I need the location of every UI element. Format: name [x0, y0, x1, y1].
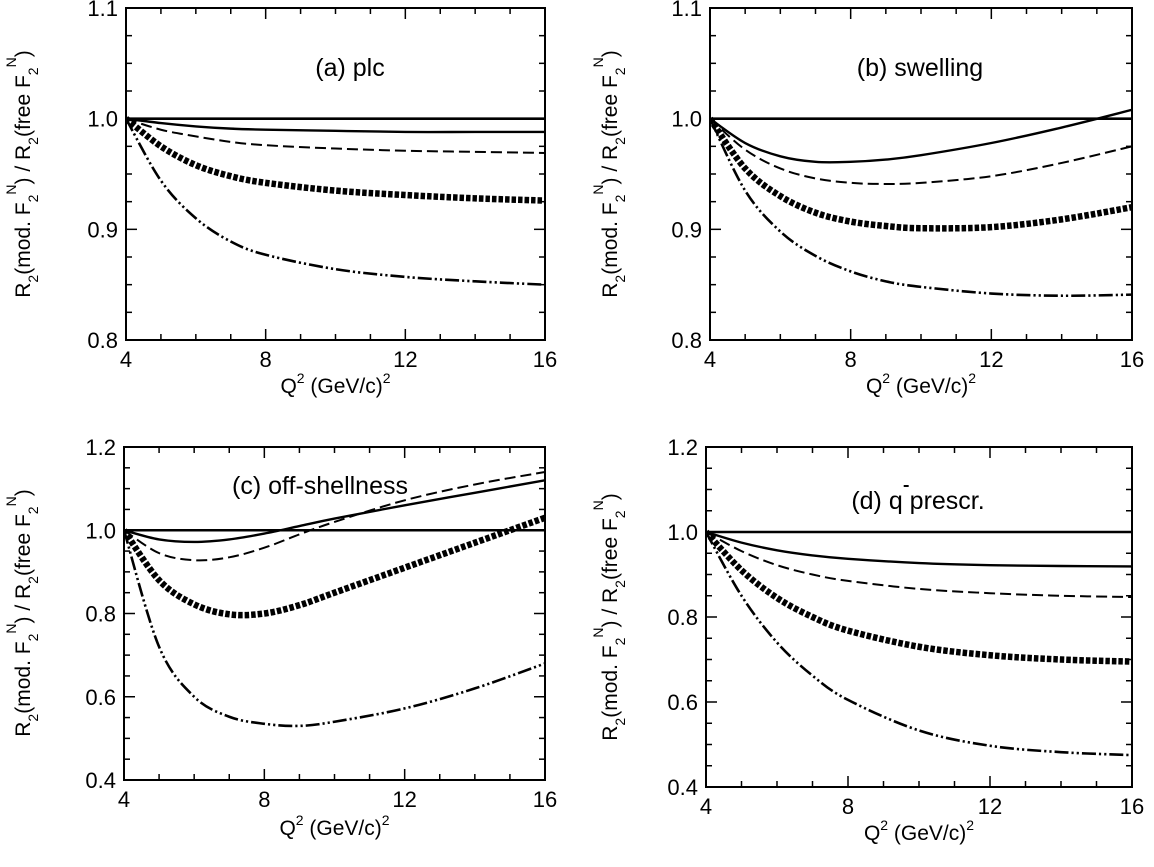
series-line-solid	[126, 117, 545, 134]
y-tick-label: 0.4	[85, 768, 116, 793]
y-tick-label: 1.0	[667, 520, 698, 545]
series-line-dashed	[126, 117, 545, 154]
y-axis-title: R2(mod. F2N) / R2(free F2N)	[3, 50, 41, 297]
panel-title: (c) off-shellness	[232, 472, 408, 500]
svg-text:R2(mod. F2N) / R2(free F2N): R2(mod. F2N) / R2(free F2N)	[590, 50, 628, 297]
y-tick-label: 0.9	[671, 217, 702, 242]
x-tick-label: 4	[704, 347, 716, 372]
x-tick-label: 12	[393, 347, 417, 372]
panel-title: (a) plc	[315, 54, 384, 82]
series-line-dashed	[706, 531, 1132, 599]
series-line-dotted-thick	[124, 514, 545, 619]
y-tick-label: 1.2	[85, 435, 116, 460]
series-line-dotted-thick	[126, 116, 545, 204]
x-axis-title: Q2 (GeV/c)2	[280, 370, 390, 398]
series-line-dash-dot-dot	[124, 529, 545, 728]
y-tick-label: 0.6	[667, 690, 698, 715]
y-tick-label: 0.6	[85, 685, 116, 710]
series-line-dotted-thick	[706, 529, 1132, 665]
series-group	[710, 108, 1132, 298]
chart-panel-a: 4 8 12 16 0.8 0.9 1.0 1.1 (a) plc R2(mod. F2N) / …	[3, 0, 557, 398]
series-line-dashed	[124, 470, 545, 562]
x-tick-label: 16	[533, 347, 557, 372]
series-line-dash-dot-dot	[126, 118, 545, 286]
svg-text:R2(mod. F2N) / R2(free F2N): R2(mod. F2N) / R2(free F2N)	[3, 50, 41, 297]
y-axis-title: R2(mod. F2N) / R2(free F2N)	[3, 489, 41, 736]
chart-panel-b: 4 8 12 16 0.8 0.9 1.0 1.1 (b) swelling R2(mod. F2…	[590, 0, 1144, 398]
x-tick-label: 8	[258, 787, 270, 812]
series-line-dash-dot-dot	[706, 531, 1132, 757]
series-group	[124, 470, 545, 728]
x-tick-label: 8	[845, 347, 857, 372]
x-tick-label: 4	[120, 347, 132, 372]
series-group	[706, 529, 1132, 757]
y-tick-label: 0.8	[87, 328, 118, 353]
series-line-dotted-thick	[710, 116, 1132, 232]
x-tick-label: 16	[1120, 347, 1144, 372]
y-tick-label: 0.8	[671, 328, 702, 353]
y-tick-label: 1.0	[671, 107, 702, 132]
x-axis-title: Q2 (GeV/c)2	[864, 817, 974, 845]
y-tick-label: 1.1	[87, 0, 118, 21]
x-tick-label: 4	[700, 794, 712, 819]
series-line-dash-dot-dot	[710, 118, 1132, 298]
x-tick-label: 16	[1120, 794, 1144, 819]
series-line-solid	[124, 479, 545, 544]
y-tick-label: 0.8	[667, 605, 698, 630]
y-axis-title: R2(mod. F2N) / R2(free F2N)	[590, 50, 628, 297]
series-line-dashed	[710, 117, 1132, 185]
y-tick-label: 0.4	[667, 775, 698, 800]
x-axis-title: Q2 (GeV/c)2	[279, 812, 389, 840]
series-line-solid	[706, 530, 1132, 568]
x-tick-label: 4	[118, 787, 130, 812]
panel-title: (d) q prescr.	[851, 487, 984, 515]
y-tick-label: 0.8	[85, 602, 116, 627]
y-axis-title: R2(mod. F2N) / R2(free F2N)	[590, 493, 628, 740]
svg-text:R2(mod. F2N) / R2(free F2N): R2(mod. F2N) / R2(free F2N)	[3, 489, 41, 736]
chart-panel-c: 4 8 12 16 0.4 0.6 0.8 1.0 1.2 (c) off-shellness R2…	[3, 435, 557, 840]
x-tick-label: 12	[392, 787, 416, 812]
y-tick-label: 1.1	[671, 0, 702, 21]
chart-panel-d: 4 8 12 16 0.4 0.6 0.8 1.0 1.2 (d) q prescr. R2(mod…	[590, 435, 1144, 845]
x-tick-label: 8	[842, 794, 854, 819]
x-tick-label: 16	[533, 787, 557, 812]
y-tick-label: 0.9	[87, 217, 118, 242]
panel-title: (b) swelling	[857, 54, 983, 82]
x-tick-label: 12	[978, 794, 1002, 819]
y-tick-label: 1.2	[667, 435, 698, 460]
y-tick-label: 1.0	[87, 107, 118, 132]
svg-text:R2(mod. F2N) / R2(free F2N): R2(mod. F2N) / R2(free F2N)	[590, 493, 628, 740]
series-line-solid	[710, 108, 1132, 164]
x-axis-title: Q2 (GeV/c)2	[866, 370, 976, 398]
y-tick-label: 1.0	[85, 518, 116, 543]
x-tick-label: 8	[260, 347, 272, 372]
series-group	[126, 116, 545, 286]
x-tick-label: 12	[979, 347, 1003, 372]
